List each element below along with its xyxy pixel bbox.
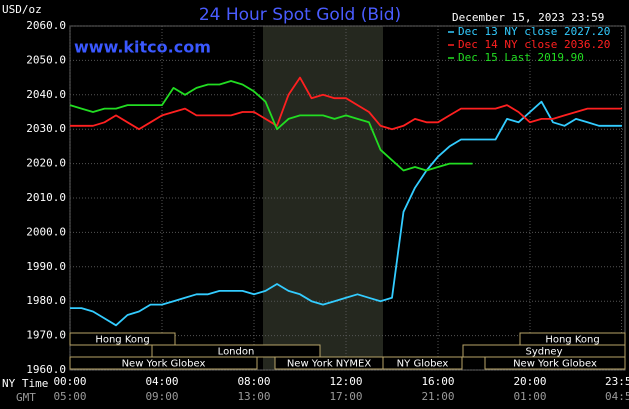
y-tick-label: 2040.0 (26, 88, 66, 101)
session-box (69, 332, 176, 346)
gmt-tick-label: 13:00 (237, 390, 270, 403)
session-box (69, 356, 258, 370)
session-label: New York Globex (513, 359, 597, 370)
gmt-tick-label: 09:00 (145, 390, 178, 403)
chart-title: 24 Hour Spot Gold (Bid) (199, 5, 401, 25)
y-tick-label: 1980.0 (26, 294, 66, 307)
gmt-tick-label: 17:00 (329, 390, 362, 403)
legend-label: Dec 13 NY close 2027.20 (458, 25, 610, 38)
website: www.kitco.com (74, 38, 211, 57)
y-tick-label: 2060.0 (26, 19, 66, 32)
session-box (484, 356, 626, 370)
gmt-tick-label: 05:00 (53, 390, 86, 403)
timestamp: December 15, 2023 23:59 (452, 11, 604, 24)
x-tick-label: 20:00 (513, 375, 546, 388)
x-tick-label: 00:00 (53, 375, 86, 388)
session-label: Hong Kong (95, 335, 149, 346)
y-tick-label: 2010.0 (26, 191, 66, 204)
y-tick-label: 2020.0 (26, 157, 66, 170)
session-label: Sydney (525, 347, 562, 358)
gmt-tick-label: 01:00 (513, 390, 546, 403)
y-tick-label: 1960.0 (26, 363, 66, 376)
x-tick-label: 12:00 (329, 375, 362, 388)
session-label: New York NYMEX (287, 359, 372, 370)
session-label: NY Globex (397, 359, 449, 370)
series-line (70, 76, 622, 131)
x-axis-label: NY Time (2, 377, 48, 390)
series-line (69, 80, 473, 172)
session-label: Hong Kong (545, 335, 599, 346)
legend-label: Dec 15 Last 2019.90 (458, 51, 584, 64)
session-label: New York Globex (122, 359, 206, 370)
x-tick-label: 23:59 (605, 375, 629, 388)
gmt-tick-label: 04:59 (605, 390, 629, 403)
y-tick-label: 1990.0 (26, 260, 66, 273)
x-tick-label: 16:00 (421, 375, 454, 388)
x-tick-label: 08:00 (237, 375, 270, 388)
session-box (382, 356, 463, 370)
legend-label: Dec 14 NY close 2036.20 (458, 38, 610, 51)
x-axis-label: GMT (16, 391, 36, 404)
session-label: London (218, 347, 255, 358)
unit-label: USD/oz (2, 3, 42, 16)
x-tick-label: 04:00 (145, 375, 178, 388)
series-line (70, 100, 622, 327)
y-tick-label: 2000.0 (26, 225, 66, 238)
gmt-tick-label: 21:00 (421, 390, 454, 403)
y-tick-label: 2030.0 (26, 122, 66, 135)
y-tick-label: 1970.0 (26, 329, 66, 342)
y-tick-label: 2050.0 (26, 53, 66, 66)
